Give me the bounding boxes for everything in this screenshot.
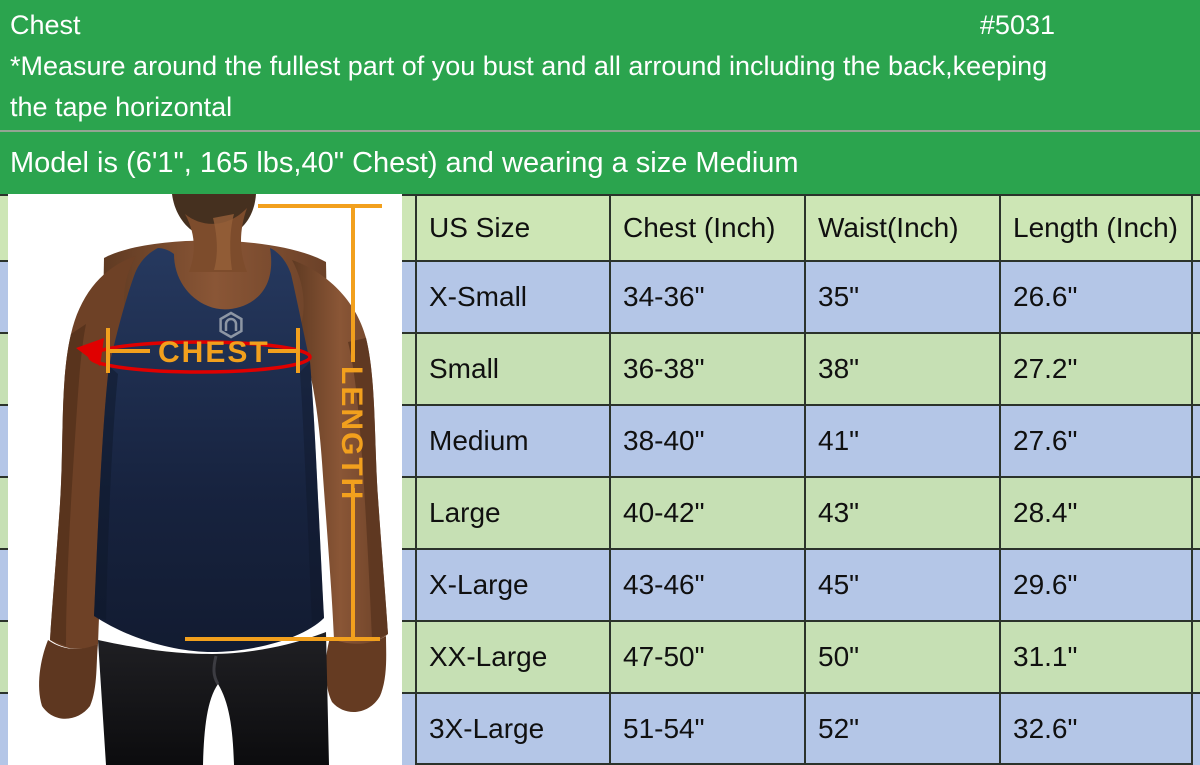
column-header-length: Length (Inch) xyxy=(999,194,1193,262)
length-cell: 27.6" xyxy=(999,406,1193,478)
chest-cell: 47-50" xyxy=(609,622,804,694)
hexagon-n-logo xyxy=(219,311,243,339)
size-cell: Large xyxy=(415,478,609,550)
table-row-x-large: X-Large 43-46" 45" 29.6" xyxy=(415,550,1193,622)
table-row-3x-large: 3X-Large 51-54" 52" 32.6" xyxy=(415,694,1193,765)
banner-title: Chest xyxy=(10,10,81,40)
length-cell: 26.6" xyxy=(999,262,1193,334)
waist-cell: 45" xyxy=(804,550,999,622)
size-cell: XX-Large xyxy=(415,622,609,694)
length-label: LENGTH xyxy=(335,366,368,501)
table-row-large: Large 40-42" 43" 28.4" xyxy=(415,478,1193,550)
length-cell: 31.1" xyxy=(999,622,1193,694)
table-row-small: Small 36-38" 38" 27.2" xyxy=(415,334,1193,406)
chest-cell: 34-36" xyxy=(609,262,804,334)
length-cell: 32.6" xyxy=(999,694,1193,765)
size-cell: 3X-Large xyxy=(415,694,609,765)
chest-cell: 40-42" xyxy=(609,478,804,550)
table-header-row: US Size Chest (Inch) Waist(Inch) Length … xyxy=(415,194,1193,262)
length-cell: 27.2" xyxy=(999,334,1193,406)
content-area: CHEST LENGTH US Size Chest (Inch) Waist(… xyxy=(0,194,1200,765)
column-header-waist: Waist(Inch) xyxy=(804,194,999,262)
chest-cell: 36-38" xyxy=(609,334,804,406)
waist-cell: 50" xyxy=(804,622,999,694)
chest-arrow-icon xyxy=(76,338,104,366)
chest-label: CHEST xyxy=(158,336,270,369)
model-body xyxy=(39,194,388,765)
chest-cell: 43-46" xyxy=(609,550,804,622)
size-table: US Size Chest (Inch) Waist(Inch) Length … xyxy=(415,194,1193,765)
size-cell: X-Small xyxy=(415,262,609,334)
banner-divider xyxy=(0,130,1200,132)
figure-svg: CHEST LENGTH xyxy=(39,194,388,765)
waist-cell: 35" xyxy=(804,262,999,334)
column-header-us-size: US Size xyxy=(415,194,609,262)
length-annotation xyxy=(185,204,382,641)
waist-cell: 41" xyxy=(804,406,999,478)
measure-note-line2: the tape horizontal xyxy=(10,92,233,122)
table-row-medium: Medium 38-40" 41" 27.6" xyxy=(415,406,1193,478)
length-cell: 29.6" xyxy=(999,550,1193,622)
size-cell: X-Large xyxy=(415,550,609,622)
waist-cell: 52" xyxy=(804,694,999,765)
waist-cell: 43" xyxy=(804,478,999,550)
model-info-banner: Model is (6'1", 165 lbs,40" Chest) and w… xyxy=(0,132,1200,194)
length-cell: 28.4" xyxy=(999,478,1193,550)
model-info-text: Model is (6'1", 165 lbs,40" Chest) and w… xyxy=(10,146,799,179)
column-header-chest: Chest (Inch) xyxy=(609,194,804,262)
style-number: #5031 xyxy=(979,10,1055,40)
chest-annotation: CHEST xyxy=(76,328,312,374)
measure-note-line1: *Measure around the fullest part of you … xyxy=(10,51,1048,81)
table-row-x-small: X-Small 34-36" 35" 26.6" xyxy=(415,262,1193,334)
model-photo: CHEST LENGTH xyxy=(8,194,402,765)
waist-cell: 38" xyxy=(804,334,999,406)
size-cell: Small xyxy=(415,334,609,406)
chest-cell: 51-54" xyxy=(609,694,804,765)
size-cell: Medium xyxy=(415,406,609,478)
chest-cell: 38-40" xyxy=(609,406,804,478)
table-row-xx-large: XX-Large 47-50" 50" 31.1" xyxy=(415,622,1193,694)
top-banner: Chest #5031 *Measure around the fullest … xyxy=(0,0,1200,130)
